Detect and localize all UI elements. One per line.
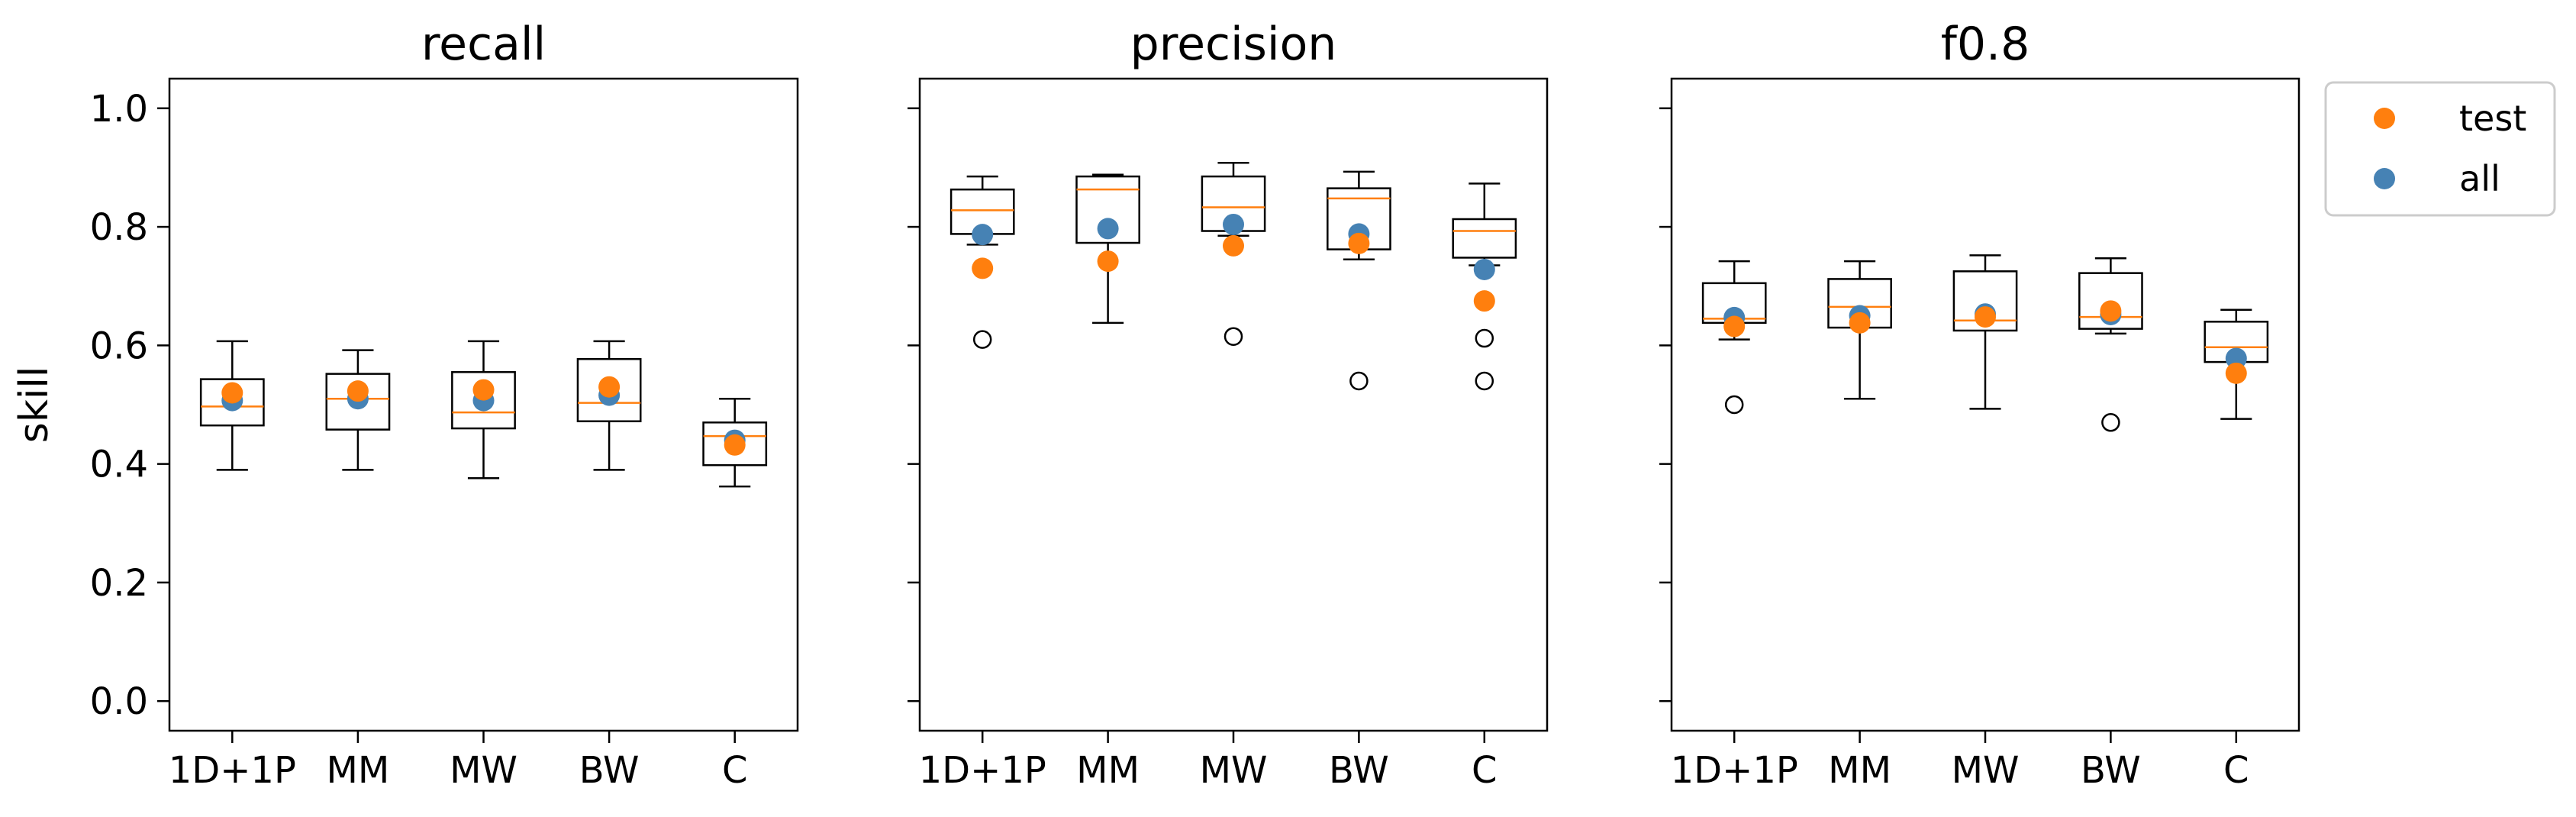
point-test (598, 376, 621, 398)
point-test (1723, 315, 1746, 337)
box-MM (1075, 173, 1140, 325)
flier (1475, 371, 1494, 391)
point-test (1097, 250, 1119, 273)
flier (972, 330, 992, 349)
plot-frame (918, 77, 1549, 732)
point-test (2225, 362, 2247, 384)
point-all (2225, 347, 2247, 370)
x-tick-label: C (722, 749, 748, 792)
box-BW (1327, 170, 1391, 391)
panel-title: precision (1130, 18, 1337, 71)
box-MW (1952, 254, 2018, 410)
box-body (1952, 270, 2018, 332)
box-body (1075, 175, 1140, 244)
x-tick-label: BW (2081, 749, 2141, 792)
flier (2101, 413, 2120, 432)
x-tick-label: MM (1828, 749, 1891, 792)
point-all (1473, 258, 1495, 280)
y-tick-label: 0.6 (90, 325, 148, 367)
flier (1724, 395, 1744, 415)
box-body (325, 373, 391, 431)
x-tick-label: 1D+1P (1671, 749, 1798, 792)
point-test (1849, 312, 1871, 334)
box-BW (576, 340, 642, 471)
panel-2: precision 1D+1P MM MW BW C (908, 18, 1549, 792)
box-body (199, 378, 265, 427)
point-test (2100, 300, 2122, 322)
flier (1349, 371, 1369, 391)
x-tick-label: 1D+1P (169, 749, 296, 792)
x-tick-label: 1D+1P (919, 749, 1046, 792)
flier (1224, 327, 1243, 346)
y-axis-label: skill (11, 367, 57, 444)
panels: recall 0.0 0.2 0.4 0.6 0.8 1.0 1D+1P MM MW BW Cprec… (90, 18, 2300, 792)
panel-title: f0.8 (1941, 18, 2030, 71)
legend-marker-all (2374, 168, 2395, 189)
x-tick-label: C (1472, 749, 1498, 792)
y-tick-label: 0.0 (90, 680, 148, 723)
panel-3: f0.8 1D+1P MM MW BW C (1659, 18, 2300, 792)
point-test (1975, 306, 1996, 328)
point-test (347, 380, 369, 402)
box-1D+1P (199, 340, 265, 471)
legend-marker-test (2374, 108, 2395, 129)
legend-label-test: test (2459, 98, 2526, 139)
x-tick-label: C (2223, 749, 2249, 792)
point-test (1348, 232, 1370, 254)
box-MW (451, 340, 516, 480)
y-tick-label: 0.4 (90, 444, 148, 486)
panel-title: recall (421, 18, 546, 71)
box-1D+1P (1701, 260, 1767, 415)
x-tick-label: MW (1952, 749, 2020, 792)
y-tick-label: 0.2 (90, 562, 148, 605)
x-tick-label: BW (1329, 749, 1389, 792)
box-body (702, 421, 768, 467)
point-test (1473, 290, 1495, 312)
y-tick-label: 0.8 (90, 206, 148, 249)
point-all (972, 224, 994, 246)
box-MM (325, 349, 391, 471)
legend-label-all: all (2459, 158, 2500, 199)
x-tick-label: MW (450, 749, 517, 792)
box-body (576, 357, 642, 422)
flier (1475, 328, 1494, 348)
point-test (724, 434, 746, 456)
x-tick-label: BW (579, 749, 640, 792)
point-test (472, 379, 495, 401)
box-body (451, 371, 516, 430)
plot-frame (1670, 77, 2300, 732)
x-tick-label: MW (1200, 749, 1268, 792)
x-tick-label: MM (326, 749, 389, 792)
point-test (221, 382, 243, 404)
point-all (1223, 213, 1244, 235)
x-tick-label: MM (1076, 749, 1140, 792)
box-body (2078, 272, 2143, 330)
panel-1: recall 0.0 0.2 0.4 0.6 0.8 1.0 1D+1P MM MW BW C (90, 18, 799, 792)
y-tick-label: 1.0 (90, 88, 148, 131)
box-body (1452, 218, 1517, 259)
point-test (1223, 234, 1244, 257)
box-BW (2078, 257, 2143, 432)
box-C (1452, 182, 1517, 391)
point-all (1097, 218, 1119, 240)
point-test (972, 257, 994, 279)
plot-frame (168, 77, 799, 732)
legend: test all (2324, 81, 2556, 217)
